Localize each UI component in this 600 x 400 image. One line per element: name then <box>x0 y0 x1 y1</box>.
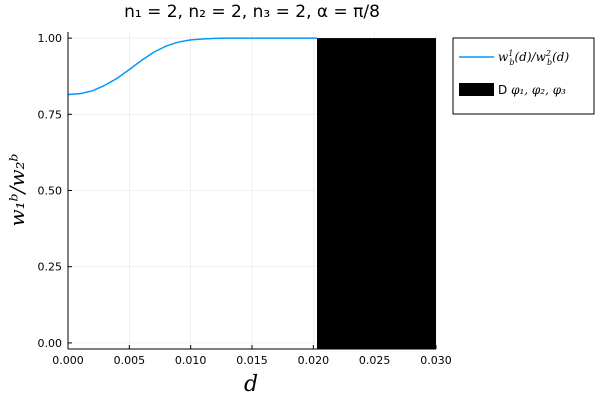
x-tick-label: 0.010 <box>175 354 207 367</box>
legend: w1 b(d)/w2 b(d) D φ₁, φ₂, φ₃ <box>452 37 595 115</box>
x-tick-label: 0.025 <box>359 354 391 367</box>
x-tick-label: 0.020 <box>298 354 330 367</box>
x-ticks: 0.000 0.005 0.010 0.015 0.020 0.025 0.030 <box>52 345 452 367</box>
y-ticks: 0.00 0.25 0.50 0.75 1.00 <box>38 32 72 350</box>
x-tick-label: 0.005 <box>114 354 146 367</box>
series-layer <box>67 37 318 96</box>
x-tick-label: 0.015 <box>236 354 268 367</box>
x-axis-label: d <box>244 372 258 397</box>
region-d-area <box>317 38 436 349</box>
legend-box <box>452 37 595 115</box>
series-line <box>67 37 318 96</box>
y-tick-label: 0.75 <box>38 108 63 121</box>
legend-line-label: w1 b(d)/w2 b(d) <box>498 49 569 67</box>
y-tick-label: 1.00 <box>38 32 63 45</box>
legend-region-swatch <box>459 83 494 96</box>
y-tick-label: 0.50 <box>38 185 63 198</box>
chart-title: n₁ = 2, n₂ = 2, n₃ = 2, α = π/8 <box>124 2 380 22</box>
region-layer <box>317 38 436 349</box>
x-tick-label: 0.030 <box>420 354 452 367</box>
y-axis-label: w₁ᵇ/w₂ᵇ <box>5 153 29 226</box>
legend-region-label: D φ₁, φ₂, φ₃ <box>498 83 566 97</box>
y-tick-label: 0.00 <box>38 337 63 350</box>
x-tick-label: 0.000 <box>52 354 84 367</box>
y-tick-label: 0.25 <box>38 261 63 274</box>
